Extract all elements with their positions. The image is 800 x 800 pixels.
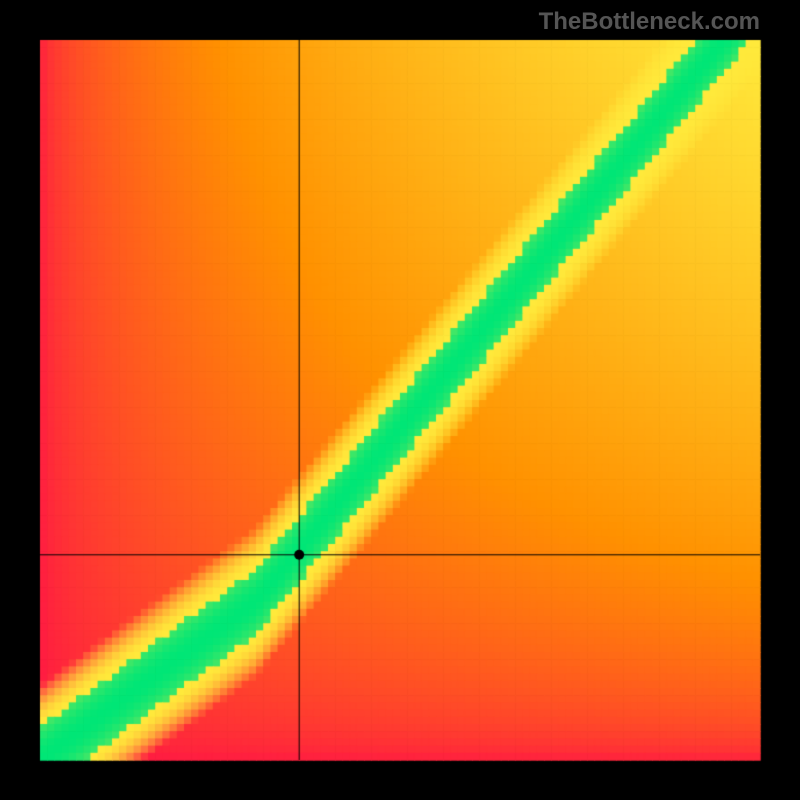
bottleneck-heatmap	[0, 0, 800, 800]
chart-container: TheBottleneck.com	[0, 0, 800, 800]
watermark-text: TheBottleneck.com	[539, 8, 760, 36]
